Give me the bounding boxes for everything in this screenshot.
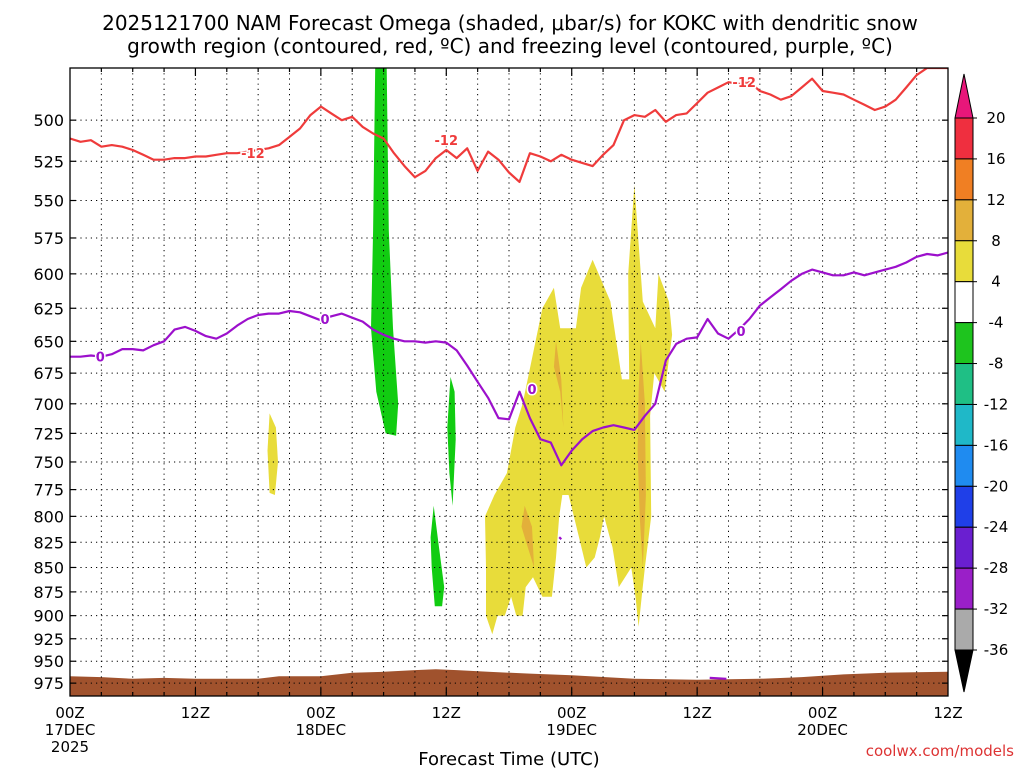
- y-tick-label: 800: [33, 507, 64, 526]
- colorbar-segment: [954, 199, 974, 242]
- y-tick-label: 925: [33, 630, 64, 649]
- contour-spot-0: [558, 536, 563, 540]
- x-tick-label: 00Z: [306, 704, 335, 722]
- colorbar-top-arrow: [954, 73, 974, 119]
- contour-label: 0: [321, 313, 330, 328]
- colorbar-segment: [954, 158, 974, 201]
- x-tick-label: 00Z: [557, 704, 586, 722]
- colorbar-label: -28: [984, 559, 1009, 577]
- contours: -12 -12 -12 0 0 0 0: [70, 68, 948, 680]
- grid: [70, 68, 948, 696]
- y-tick-label: 575: [33, 229, 64, 248]
- shade-downward-main: [485, 185, 673, 635]
- colorbar-segment: [954, 322, 974, 365]
- y-tick-label: 950: [33, 652, 64, 671]
- contour-label: 0: [96, 351, 105, 366]
- chart-title-line1: 2025121700 NAM Forecast Omega (shaded, μ…: [102, 11, 918, 35]
- colorbar-label: -16: [984, 436, 1009, 454]
- y-tick-label: 650: [33, 332, 64, 351]
- x-tick-label: 00Z: [55, 704, 84, 722]
- colorbar-label: 8: [991, 232, 1001, 250]
- colorbar-label: -8: [989, 355, 1004, 373]
- contour-label: 0: [527, 383, 536, 398]
- y-tick-label: 725: [33, 424, 64, 443]
- y-tick-label: 775: [33, 481, 64, 500]
- contour-dendritic--12: [70, 68, 948, 183]
- y-tick-label: 550: [33, 192, 64, 211]
- y-tick-label: 900: [33, 607, 64, 626]
- colorbar-label: -4: [989, 314, 1004, 332]
- colorbar-label: 16: [986, 150, 1005, 168]
- colorbar-label: 20: [986, 109, 1005, 127]
- x-tick-label: 19DEC: [546, 721, 597, 739]
- colorbar-segment: [954, 444, 974, 487]
- colorbar-segment: [954, 608, 974, 651]
- y-tick-label: 675: [33, 364, 64, 383]
- colorbar-label: -24: [984, 518, 1009, 536]
- y-axis: 500 525 550 575 600 625 650 675 700 725 750 775 800 8…: [33, 111, 948, 693]
- colorbar: 20 16 12 8 4 -4 -8 -12 -16 -20 -24 -28 -32 -36: [954, 73, 1009, 693]
- chart-title-line2: growth region (contoured, red, ºC) and f…: [127, 34, 893, 58]
- x-tick-label: 20DEC: [797, 721, 848, 739]
- colorbar-label: -20: [984, 477, 1009, 495]
- colorbar-label: 4: [991, 273, 1001, 291]
- colorbar-segment: [954, 117, 974, 160]
- colorbar-label: -36: [984, 641, 1009, 659]
- contour-label: -12: [435, 134, 459, 149]
- y-tick-label: 850: [33, 558, 64, 577]
- shade-upward-small-1: [447, 376, 456, 506]
- contour-label: 0: [737, 325, 746, 340]
- x-tick-label: 00Z: [808, 704, 837, 722]
- colorbar-label: 12: [986, 191, 1005, 209]
- y-tick-label: 750: [33, 453, 64, 472]
- shade-upward-small-2: [430, 505, 445, 607]
- colorbar-segment: [954, 240, 974, 283]
- contour-freezing-0: [70, 251, 948, 467]
- y-tick-label: 625: [33, 299, 64, 318]
- x-tick-label: 12Z: [682, 704, 711, 722]
- y-tick-label: 975: [33, 674, 64, 693]
- shade-downward-8-b: [521, 505, 535, 568]
- y-tick-label: 875: [33, 583, 64, 602]
- x-tick-label: 12Z: [432, 704, 461, 722]
- shade-downward-8-c: [637, 341, 646, 568]
- colorbar-segment: [954, 403, 974, 446]
- colorbar-bottom-arrow: [954, 649, 974, 693]
- contour-label: -12: [732, 76, 756, 91]
- credit-text: coolwx.com/models: [866, 742, 1014, 760]
- x-tick-label: 2025: [51, 738, 89, 756]
- contour-sfc-spot: [709, 676, 727, 680]
- y-tick-label: 600: [33, 265, 64, 284]
- y-tick-label: 825: [33, 533, 64, 552]
- colorbar-segment: [954, 363, 974, 405]
- colorbar-segment: [954, 485, 974, 528]
- colorbar-label: -32: [984, 600, 1009, 618]
- shade-upward-7: [371, 68, 399, 436]
- colorbar-segment: [954, 567, 974, 610]
- x-tick-label: 18DEC: [296, 721, 347, 739]
- shade-downward-8-a: [553, 341, 564, 428]
- y-tick-label: 700: [33, 395, 64, 414]
- colorbar-label: -12: [984, 395, 1009, 413]
- contour-label: -12: [241, 147, 265, 162]
- shade-downward-small-1: [267, 413, 278, 495]
- colorbar-segment: [954, 526, 974, 569]
- x-axis-label: Forecast Time (UTC): [418, 749, 599, 768]
- y-tick-label: 500: [33, 111, 64, 130]
- y-tick-label: 525: [33, 152, 64, 171]
- colorbar-segment: [954, 281, 974, 324]
- x-tick-label: 12Z: [181, 704, 210, 722]
- x-tick-label: 17DEC: [45, 721, 96, 739]
- x-tick-label: 12Z: [933, 704, 962, 722]
